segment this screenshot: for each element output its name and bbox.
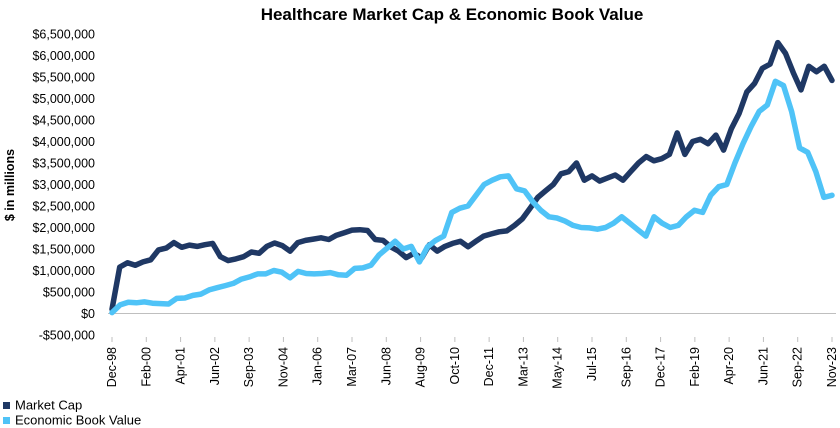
x-tick-label: Dec-17 bbox=[654, 347, 668, 387]
x-tick-label: Aug-09 bbox=[414, 347, 428, 387]
x-tick-label: Feb-19 bbox=[688, 347, 702, 387]
x-tick-label: May-14 bbox=[551, 347, 565, 389]
x-tick-label: Mar-07 bbox=[345, 347, 359, 387]
y-tick-label: $4,500,000 bbox=[32, 114, 95, 128]
x-tick-label: Jul-15 bbox=[585, 347, 599, 381]
legend-swatch bbox=[3, 417, 10, 424]
y-tick-label: -$500,000 bbox=[39, 329, 95, 343]
series-line-market-cap bbox=[109, 39, 835, 312]
y-tick-label: $2,500,000 bbox=[32, 200, 95, 214]
y-tick-label: $500,000 bbox=[43, 286, 95, 300]
y-tick-label: $6,000,000 bbox=[32, 49, 95, 63]
x-tick-label: Feb-00 bbox=[139, 347, 153, 387]
series-line-economic-book-value bbox=[109, 78, 835, 316]
chart-title: Healthcare Market Cap & Economic Book Va… bbox=[261, 5, 644, 24]
x-tick-label: Jun-21 bbox=[756, 347, 770, 385]
legend-label: Economic Book Value bbox=[15, 413, 141, 428]
y-tick-label: $3,500,000 bbox=[32, 157, 95, 171]
x-tick-label: Apr-20 bbox=[722, 347, 736, 385]
x-tick-label: Dec-11 bbox=[482, 347, 496, 386]
x-tick-label: Apr-01 bbox=[174, 347, 188, 385]
x-tick-label: Nov-04 bbox=[276, 347, 290, 387]
y-tick-label: $5,500,000 bbox=[32, 71, 95, 85]
x-tick-label: Nov-23 bbox=[825, 347, 839, 387]
y-tick-label: $4,000,000 bbox=[32, 135, 95, 149]
legend-swatch bbox=[3, 402, 10, 409]
y-axis-label: $ in millions bbox=[3, 149, 17, 221]
x-tick-label: Sep-03 bbox=[242, 347, 256, 387]
x-axis: Dec-98 Feb-00 Apr-01 Jun-02 Sep-03 Nov-04 Jan-… bbox=[105, 313, 839, 389]
plot-area bbox=[109, 39, 835, 316]
x-tick-label: Jun-08 bbox=[379, 347, 393, 385]
legend-label: Market Cap bbox=[15, 398, 82, 413]
x-tick-label: Sep-22 bbox=[791, 347, 805, 387]
x-tick-label: Sep-16 bbox=[619, 347, 633, 387]
x-tick-label: Dec-98 bbox=[105, 347, 119, 387]
y-tick-label: $2,000,000 bbox=[32, 221, 95, 235]
x-tick-label: Jun-02 bbox=[208, 347, 222, 385]
x-tick-label: Oct-10 bbox=[448, 347, 462, 385]
y-tick-label: $0 bbox=[81, 307, 95, 321]
y-tick-label: $6,500,000 bbox=[32, 28, 95, 42]
x-tick-label: Jan-06 bbox=[311, 347, 325, 385]
y-tick-label: $1,000,000 bbox=[32, 264, 95, 278]
x-tick-label: Mar-13 bbox=[516, 347, 530, 387]
y-axis: $6,500,000 $6,000,000 $5,500,000 $5,000,000… bbox=[32, 28, 95, 343]
y-tick-label: $5,000,000 bbox=[32, 92, 95, 106]
y-tick-label: $3,000,000 bbox=[32, 178, 95, 192]
y-tick-label: $1,500,000 bbox=[32, 243, 95, 257]
